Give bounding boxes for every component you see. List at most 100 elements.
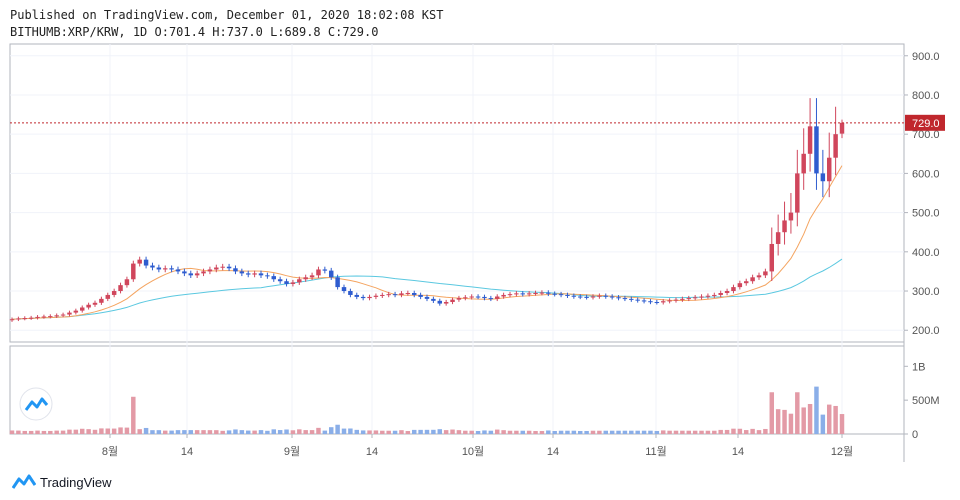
candle-body [290, 282, 296, 284]
volume-axis-ticks: 1B 500M 0 [904, 361, 940, 441]
volume-bar [92, 429, 98, 434]
volume-bar [380, 430, 385, 434]
candle-body [463, 297, 468, 299]
candle-body [501, 294, 506, 297]
volume-bar [763, 428, 768, 434]
candle-body [807, 126, 813, 154]
candle-body [226, 266, 232, 269]
volume-bar [22, 430, 28, 434]
volume-bar [150, 430, 155, 434]
volume-bar [405, 431, 411, 434]
volume-bar [341, 428, 347, 434]
candle-body [239, 271, 245, 274]
volume-bar [807, 404, 813, 434]
volume-bar [348, 428, 353, 434]
volume-bar [265, 430, 270, 434]
candle-body [565, 294, 570, 296]
volume-bar [277, 430, 283, 434]
candle-body [590, 296, 596, 298]
volume-bar [731, 428, 736, 434]
candle-body [756, 275, 762, 278]
volume-bar [673, 430, 679, 434]
price-pane-frame [9, 43, 905, 343]
volume-bar [214, 430, 219, 434]
candle-body [214, 267, 219, 270]
volume-bar [526, 430, 532, 434]
candle-body [552, 293, 557, 295]
volume-tick-label: 500M [912, 395, 940, 407]
candle-body [482, 296, 487, 299]
tradingview-watermark-icon [19, 387, 53, 421]
candle-body [175, 269, 181, 272]
price-tick-label: 800.0 [912, 90, 940, 102]
candle-body [699, 296, 704, 298]
candle-body [494, 296, 500, 299]
volume-bar [143, 427, 149, 434]
candle-body [182, 271, 187, 274]
candle-body [801, 153, 806, 174]
candle-body [660, 301, 666, 303]
volume-bar [839, 414, 845, 434]
volume-bar [609, 430, 615, 434]
volume-bar [635, 430, 640, 434]
candle-body [367, 296, 372, 299]
volume-bar [239, 430, 245, 434]
volume-bar [303, 430, 308, 434]
tradingview-brand[interactable]: TradingView [12, 473, 112, 491]
candle-body [150, 265, 155, 268]
candle-body [622, 298, 628, 300]
volume-bar [833, 405, 838, 434]
time-tick-label: 11월 [645, 445, 667, 458]
candle-body [654, 302, 660, 304]
volume-bar [475, 431, 481, 434]
volume-bar [533, 431, 538, 434]
volume-bar [48, 430, 53, 434]
volume-bar [826, 404, 832, 434]
gridlines [10, 44, 904, 434]
volume-bar [820, 414, 826, 434]
volume-bar [169, 430, 174, 434]
candle-body [763, 271, 768, 276]
candle-body [584, 296, 589, 298]
candle-body [641, 300, 647, 302]
volume-bar [284, 429, 289, 434]
candle-body [437, 300, 443, 304]
volume-bar [182, 430, 187, 434]
volume-bar [571, 430, 577, 434]
volume-bar [399, 430, 404, 434]
candle-body [424, 296, 430, 299]
candle-body [73, 310, 79, 313]
candle-body [111, 291, 117, 295]
volume-bar [597, 430, 602, 434]
volume-bar [233, 429, 238, 434]
volume-bar [194, 430, 200, 434]
time-tick-label: 14 [181, 446, 193, 458]
candle-body [546, 292, 551, 294]
candle-body [328, 270, 334, 278]
candle-body [258, 273, 264, 276]
ma-long-series [11, 258, 843, 320]
volume-bar [226, 430, 232, 434]
candle-body [28, 317, 34, 319]
volume-bar [463, 430, 468, 434]
candle-body [118, 285, 123, 292]
candle-body [105, 294, 111, 299]
candle-body [507, 294, 513, 296]
volume-bar [35, 430, 40, 434]
candle-body [386, 294, 391, 296]
volume-bar [514, 430, 519, 434]
volume-bar [111, 428, 117, 434]
volume-bar [201, 430, 206, 434]
volume-bar [737, 428, 743, 434]
price-tick-label: 600.0 [912, 168, 940, 180]
time-tick-label: 12월 [831, 445, 853, 458]
price-tick-label: 700.0 [912, 129, 940, 141]
candle-body [9, 319, 15, 321]
candle-body [92, 302, 98, 305]
volume-bar [654, 430, 660, 434]
volume-bar [188, 430, 194, 434]
brand-text: TradingView [40, 474, 112, 490]
candle-body [558, 294, 564, 296]
candle-body [692, 297, 698, 299]
